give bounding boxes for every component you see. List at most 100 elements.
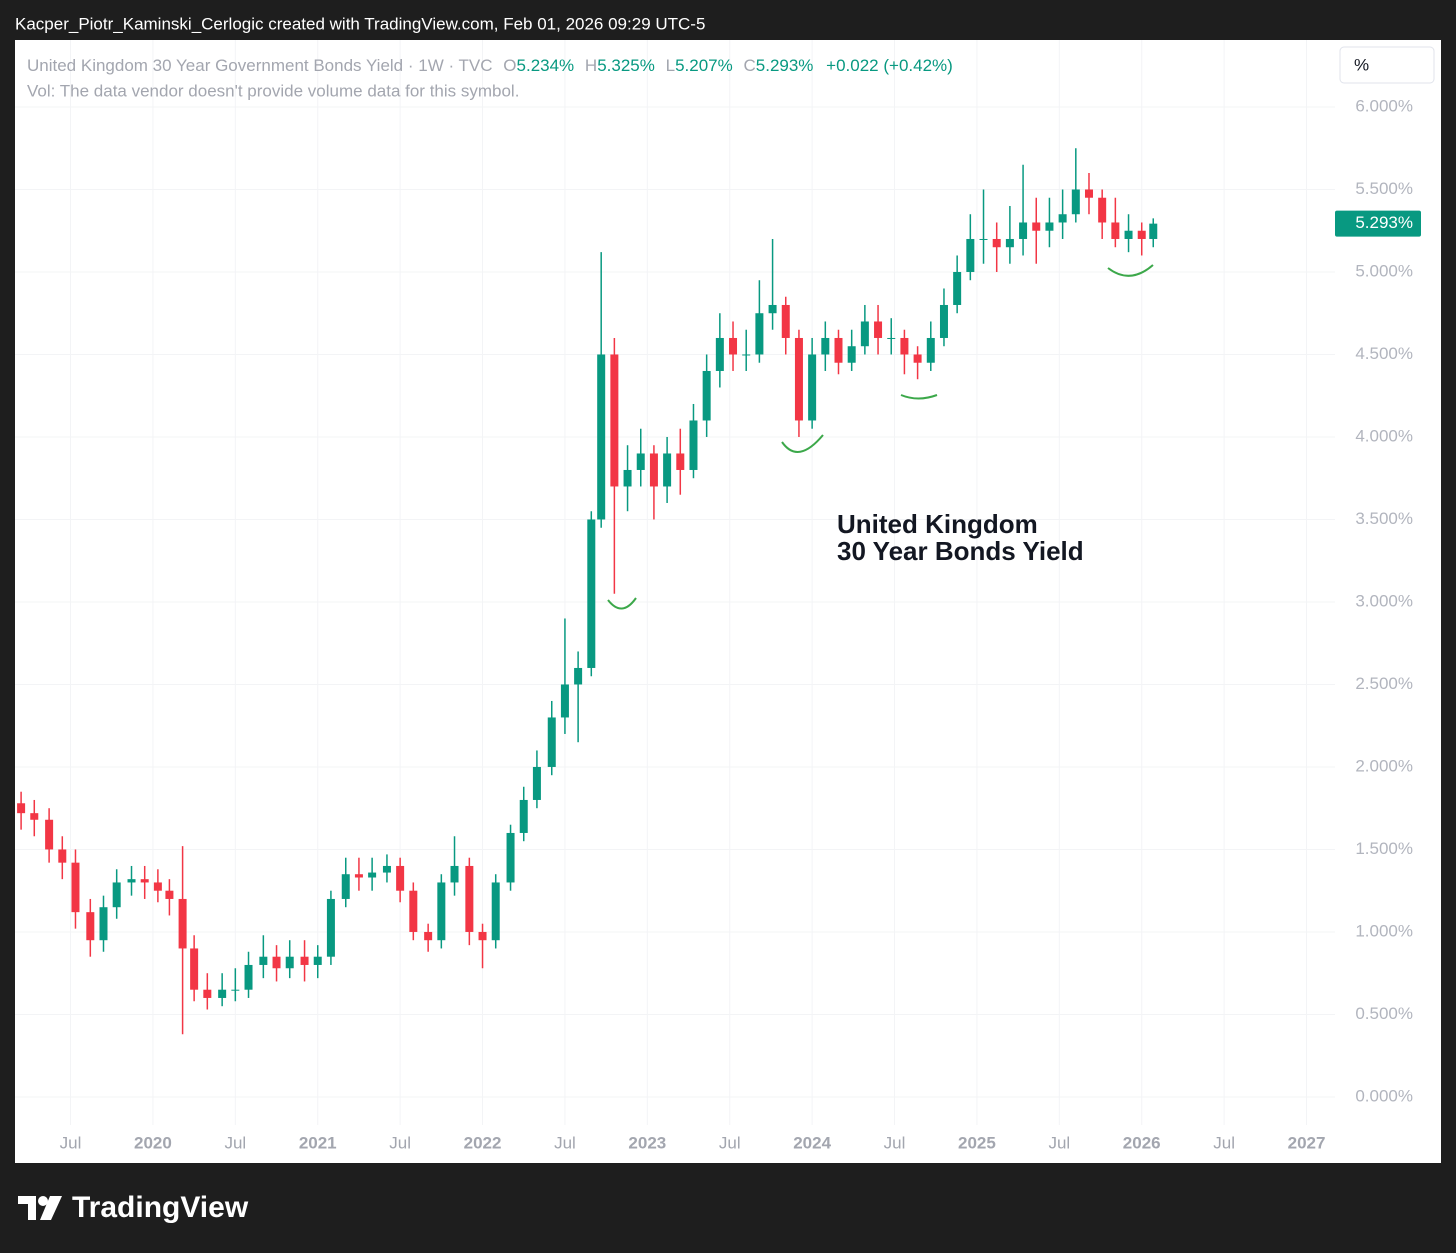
x-tick-label: 2026 — [1123, 1133, 1161, 1152]
candle-body — [676, 453, 685, 470]
candle-body — [341, 874, 350, 899]
high-value: 5.325% — [597, 56, 655, 75]
x-tick-label: Jul — [60, 1133, 82, 1152]
candle-body — [992, 238, 1001, 248]
y-tick-label: 3.000% — [1355, 591, 1413, 610]
candle-body — [178, 898, 187, 949]
y-tick-label: 3.500% — [1355, 509, 1413, 528]
candle-body — [326, 898, 335, 957]
drawing-arc — [1107, 264, 1154, 277]
candle-body — [1149, 223, 1158, 239]
candle-body — [396, 865, 405, 891]
candle-body — [532, 766, 541, 800]
candle-body — [165, 890, 174, 899]
candle-body — [979, 238, 988, 240]
y-tick-label: 1.000% — [1355, 921, 1413, 940]
candle-body — [966, 238, 975, 272]
candle-body — [368, 872, 377, 878]
candle-body — [847, 346, 856, 363]
candle-body — [755, 313, 764, 355]
candle-body — [259, 956, 268, 965]
candle-body — [1137, 230, 1146, 239]
candle-body — [547, 717, 556, 767]
x-tick-label: 2022 — [464, 1133, 502, 1152]
y-tick-label: 6.000% — [1355, 96, 1413, 115]
x-tick-label: Jul — [554, 1133, 576, 1152]
candle-body — [506, 832, 515, 883]
candle-body — [491, 882, 500, 941]
labels: 0.000% 0.500% 1.000% 1.500% 2.000% 2.500% 3.00… — [60, 96, 1421, 1152]
y-tick-label: 1.500% — [1355, 839, 1413, 858]
candle-body — [153, 882, 162, 891]
candle-body — [781, 304, 790, 338]
candle-body — [1058, 214, 1067, 223]
candle-body — [231, 989, 240, 991]
y-tick-label: 4.500% — [1355, 344, 1413, 363]
y-tick-label: 4.000% — [1355, 426, 1413, 445]
candle-body — [17, 803, 26, 814]
candle-body — [768, 304, 777, 314]
candle-body — [30, 813, 39, 820]
candle-body — [649, 453, 658, 487]
y-tick-label: 2.000% — [1355, 756, 1413, 775]
candle-body — [424, 931, 433, 941]
candle-body — [623, 469, 632, 487]
o-label: O — [503, 56, 516, 75]
candle-body — [860, 321, 869, 347]
candle-body — [478, 931, 487, 941]
y-tick-label: 0.000% — [1355, 1086, 1413, 1105]
x-tick-label: Jul — [389, 1133, 411, 1152]
candle-body — [702, 370, 711, 421]
candle-body — [900, 337, 909, 355]
y-tick-label: 0.500% — [1355, 1004, 1413, 1023]
x-tick-label: Jul — [719, 1133, 741, 1152]
legend-header: United Kingdom 30 Year Government Bonds … — [27, 56, 953, 75]
h-label: H — [585, 56, 597, 75]
x-tick-label: 2024 — [793, 1133, 831, 1152]
grid — [15, 40, 1335, 1125]
candle-body — [382, 865, 391, 873]
c-label: C — [743, 56, 755, 75]
candle-body — [560, 684, 569, 718]
candle-body — [86, 912, 95, 941]
scale-button[interactable] — [1339, 46, 1435, 84]
y-tick-label: 5.500% — [1355, 179, 1413, 198]
candle-body — [953, 271, 962, 305]
x-tick-label: Jul — [1213, 1133, 1235, 1152]
candles — [17, 148, 1158, 1035]
l-label: L — [666, 56, 675, 75]
candle-body — [300, 956, 309, 965]
candle-body — [610, 354, 619, 487]
candle-body — [99, 907, 108, 941]
candle-body — [45, 819, 54, 850]
symbol: United Kingdom 30 Year Government Bonds … — [27, 56, 493, 75]
candle-body — [1084, 189, 1093, 198]
drawing-arc — [900, 394, 938, 400]
x-tick-label: Jul — [884, 1133, 906, 1152]
candle-body — [913, 354, 922, 363]
candle-body — [834, 337, 843, 363]
candle-body — [313, 956, 322, 965]
drawing-arc — [781, 434, 824, 453]
candle-body — [71, 862, 80, 913]
candle-body — [1071, 189, 1080, 215]
candle-body — [597, 354, 606, 520]
candle-body — [1124, 230, 1133, 239]
caption: Kacper_Piotr_Kaminski_Cerlogic created w… — [15, 14, 705, 33]
candle-body — [450, 865, 459, 883]
candle-body — [574, 667, 583, 685]
x-tick-label: 2021 — [299, 1133, 337, 1152]
candle-body — [1005, 238, 1014, 248]
brand-name: TradingView — [72, 1191, 249, 1224]
candle-body — [203, 989, 212, 998]
candle-body — [519, 799, 528, 833]
volume-note: Vol: The data vendor doesn't provide vol… — [27, 81, 519, 100]
candle-body — [354, 874, 363, 878]
candle-body — [1098, 197, 1107, 223]
x-tick-label: 2025 — [958, 1133, 996, 1152]
scale-button-label[interactable]: % — [1354, 55, 1369, 74]
candle-body — [409, 890, 418, 932]
candle-body — [285, 956, 294, 969]
last-price-label: 5.293% — [1355, 213, 1413, 232]
